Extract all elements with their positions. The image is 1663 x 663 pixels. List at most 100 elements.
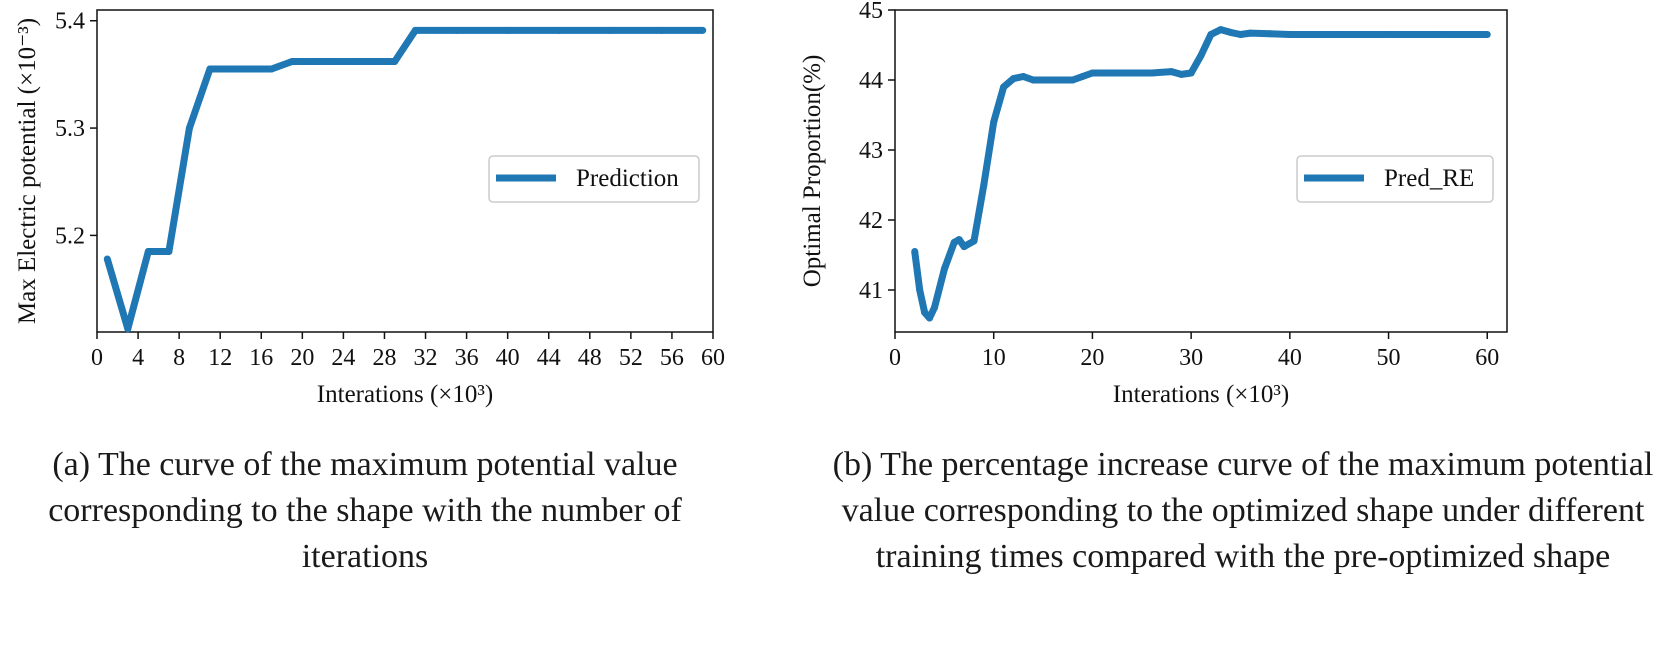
a-x-tick-label: 0 [91, 345, 103, 371]
y-axis-label-b: Optimal Proportion(%) [799, 55, 826, 288]
b-data-point [1000, 83, 1008, 91]
b-x-tick-label: 60 [1475, 345, 1499, 371]
chart-panel-a: 0 4 8 12 16 20 24 28 32 36 40 44 48 52 56 60 5.25.35.4 … [14, 9, 725, 408]
a-x-tick-label: 48 [578, 345, 602, 371]
a-x-tick-label: 4 [132, 345, 144, 371]
a-x-tick-label: 52 [619, 345, 643, 371]
x-axis-b: 0 10 20 30 40 50 60 [889, 332, 1499, 371]
b-data-point [1227, 28, 1235, 36]
b-data-point [921, 308, 929, 316]
b-data-point [1335, 31, 1343, 38]
a-data-point [350, 58, 358, 66]
a-data-point [206, 65, 214, 73]
b-x-tick-label: 20 [1080, 345, 1104, 371]
a-y-tick-label: 5.2 [55, 223, 85, 249]
legend-b: Pred_RE [1296, 155, 1494, 203]
a-data-point [144, 248, 152, 255]
b-data-point [1029, 76, 1037, 84]
a-data-point [658, 26, 666, 34]
b-data-point [1009, 75, 1017, 83]
a-data-point [699, 26, 707, 34]
a-data-point [555, 26, 563, 34]
b-data-point [1286, 31, 1294, 38]
a-x-tick-label: 44 [537, 345, 561, 371]
b-data-point [1167, 68, 1175, 76]
y-axis-a: 5.2 5.3 5.4 [55, 9, 97, 249]
b-data-point [1207, 31, 1215, 38]
a-data-point [226, 65, 234, 73]
legend-label-prediction: Prediction [576, 165, 679, 192]
chart-panel-b: 0 10 20 30 40 50 60 41 42 43 44 45 Interations (×1… [799, 0, 1508, 408]
a-y-tick-label: 5.4 [55, 9, 85, 35]
b-data-point [1079, 73, 1087, 80]
b-x-tick-label: 40 [1278, 345, 1302, 371]
legend-label-pred-re: Pred_RE [1384, 165, 1474, 192]
b-x-tick-label: 0 [889, 345, 901, 371]
a-data-point [452, 26, 460, 34]
b-data-point [980, 181, 988, 189]
x-axis-label-a: Interations (×10³) [317, 381, 493, 408]
a-data-point [391, 58, 399, 66]
a-data-point [103, 255, 111, 263]
b-y-tick-label: 42 [859, 208, 883, 234]
plot-area-a [96, 9, 714, 333]
b-data-point [1148, 69, 1156, 77]
b-data-point [1108, 69, 1116, 77]
legend-box-a [488, 155, 700, 203]
a-x-tick-label: 40 [496, 345, 520, 371]
a-data-point [288, 58, 296, 66]
caption-a: (a) The curve of the maximum potential v… [48, 446, 682, 575]
legend-a: Prediction [488, 155, 700, 203]
b-data-point [940, 265, 948, 273]
b-data-point [1385, 31, 1393, 38]
b-data-point [1098, 69, 1106, 77]
a-x-tick-label: 16 [249, 345, 273, 371]
a-x-tick-label: 60 [701, 345, 725, 371]
a-data-point [309, 58, 317, 66]
b-data-point [955, 236, 963, 244]
b-data-point [916, 286, 924, 294]
a-x-tick-label: 12 [208, 345, 232, 371]
a-x-tick-label: 56 [660, 345, 684, 371]
b-data-point [911, 248, 919, 255]
b-data-point [1266, 30, 1274, 38]
a-y-tick-label: 5.3 [55, 116, 85, 142]
a-x-tick-label: 24 [331, 345, 355, 371]
a-data-point [124, 325, 132, 333]
b-data-point [1236, 31, 1244, 38]
x-axis-a: 0 4 8 12 16 20 24 28 32 36 40 44 48 52 56 60 [91, 332, 725, 371]
b-x-tick-label: 30 [1179, 345, 1203, 371]
b-y-tick-label: 44 [859, 68, 883, 94]
b-data-point [930, 304, 938, 311]
b-x-tick-label: 50 [1377, 345, 1401, 371]
plot-area-b [894, 9, 1508, 333]
b-data-point [960, 243, 968, 251]
series-points-prediction [103, 26, 707, 333]
b-data-point [1128, 69, 1136, 77]
a-data-point [329, 58, 337, 66]
b-data-point [1483, 31, 1491, 38]
b-data-point [1088, 69, 1096, 77]
a-x-tick-label: 32 [414, 345, 438, 371]
b-data-point [1217, 26, 1225, 34]
a-data-point [185, 124, 193, 132]
a-data-point [247, 65, 255, 73]
b-x-tick-label: 10 [982, 345, 1006, 371]
a-data-point [165, 248, 173, 255]
b-data-point [1187, 69, 1195, 77]
b-y-tick-label: 45 [859, 0, 883, 24]
series-line-prediction [103, 26, 703, 333]
x-axis-label-b: Interations (×10³) [1113, 381, 1289, 408]
a-x-tick-label: 20 [290, 345, 314, 371]
a-data-point [370, 58, 378, 66]
a-data-point [268, 65, 276, 73]
b-data-point [970, 237, 978, 245]
b-data-point [1069, 76, 1077, 84]
a-x-tick-label: 8 [173, 345, 185, 371]
series-points-pred-re [911, 26, 1491, 322]
y-axis-b: 41 42 43 44 45 [859, 0, 895, 304]
b-y-tick-label: 43 [859, 138, 883, 164]
b-data-point [1049, 76, 1057, 84]
a-data-point [606, 26, 614, 34]
